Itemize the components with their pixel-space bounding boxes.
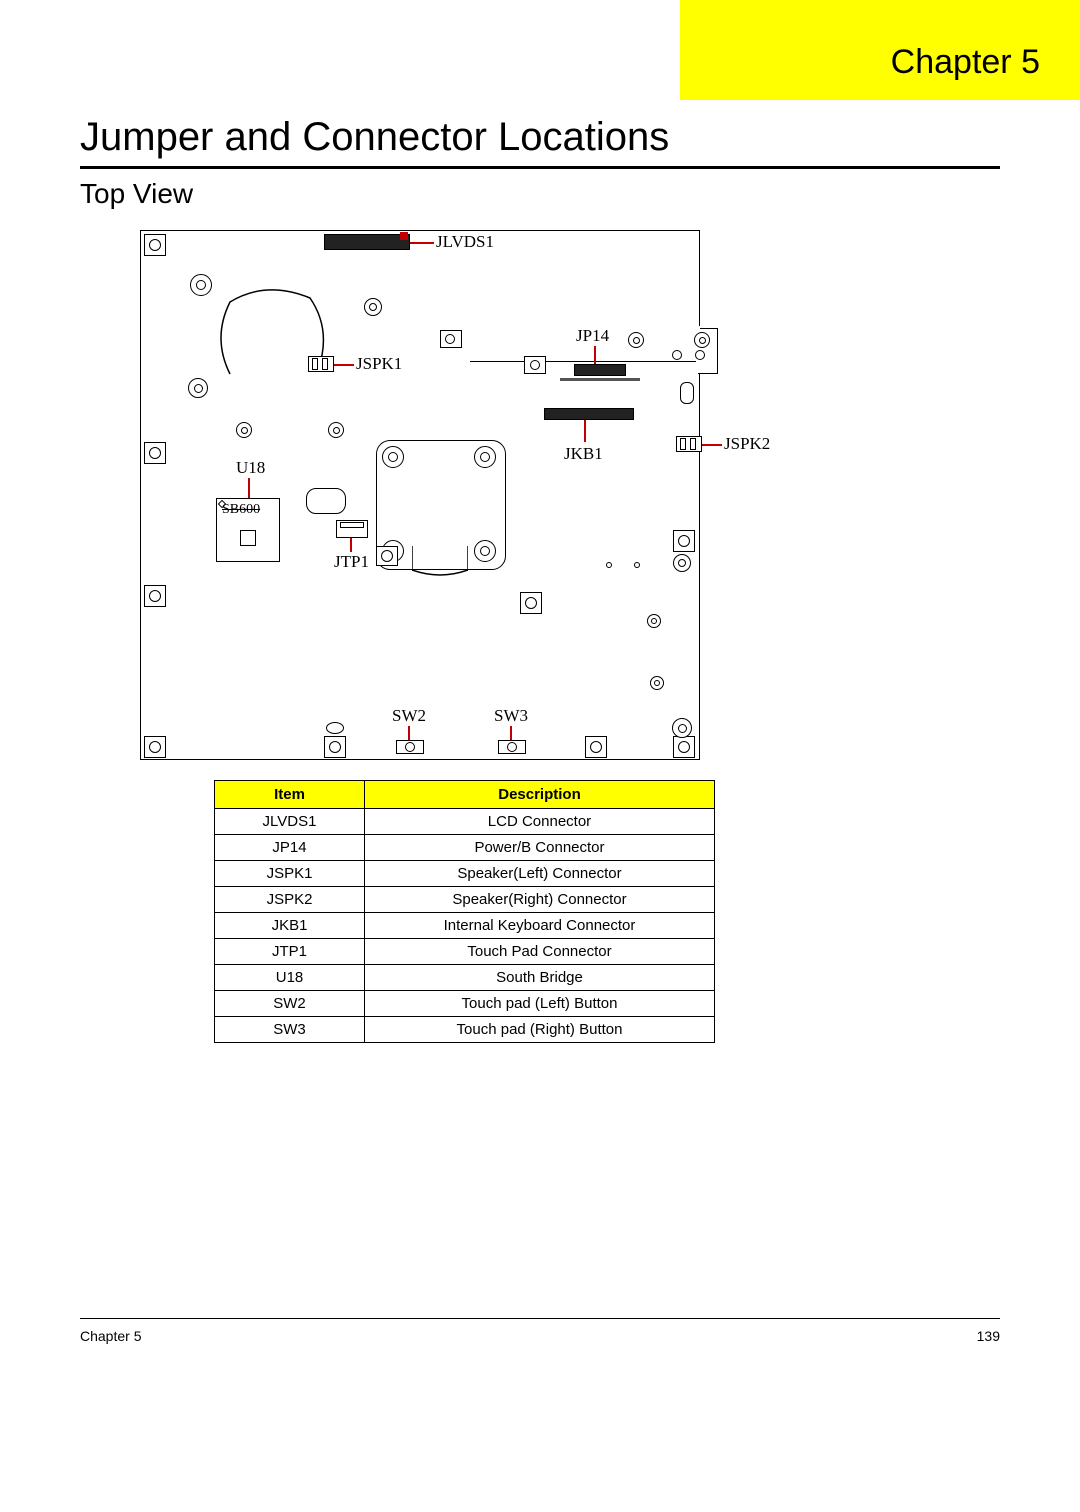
- table-row: SW2Touch pad (Left) Button: [215, 991, 715, 1017]
- callout-jspk1: JSPK1: [356, 354, 402, 374]
- cell: Touch Pad Connector: [365, 939, 715, 965]
- cell: South Bridge: [365, 965, 715, 991]
- table-row: JKB1Internal Keyboard Connector: [215, 913, 715, 939]
- table-row: SW3Touch pad (Right) Button: [215, 1017, 715, 1043]
- cell: SW2: [215, 991, 365, 1017]
- footer-rule: [80, 1318, 1000, 1319]
- section-title: Top View: [80, 178, 193, 210]
- footer-page-number: 139: [977, 1328, 1000, 1344]
- cell: JKB1: [215, 913, 365, 939]
- cell: LCD Connector: [365, 809, 715, 835]
- cell: Internal Keyboard Connector: [365, 913, 715, 939]
- table-row: JP14Power/B Connector: [215, 835, 715, 861]
- callout-jspk2: JSPK2: [724, 434, 770, 454]
- title-rule: [80, 166, 1000, 169]
- cell: Touch pad (Right) Button: [365, 1017, 715, 1043]
- callout-sw2: SW2: [392, 706, 426, 726]
- callout-u18: U18: [236, 458, 265, 478]
- table-row: U18South Bridge: [215, 965, 715, 991]
- page-title: Jumper and Connector Locations: [80, 115, 669, 160]
- connector-table: Item Description JLVDS1LCD Connector JP1…: [214, 780, 715, 1043]
- callout-jtp1: JTP1: [334, 552, 369, 572]
- callout-jlvds1: JLVDS1: [436, 232, 494, 252]
- table-row: JSPK1Speaker(Left) Connector: [215, 861, 715, 887]
- col-item: Item: [215, 781, 365, 809]
- cell: Touch pad (Left) Button: [365, 991, 715, 1017]
- table-row: JLVDS1LCD Connector: [215, 809, 715, 835]
- cell: JLVDS1: [215, 809, 365, 835]
- cell: U18: [215, 965, 365, 991]
- chapter-label: Chapter 5: [891, 43, 1040, 82]
- callout-sw3: SW3: [494, 706, 528, 726]
- cell: Speaker(Left) Connector: [365, 861, 715, 887]
- col-description: Description: [365, 781, 715, 809]
- table-row: JSPK2Speaker(Right) Connector: [215, 887, 715, 913]
- cell: Speaker(Right) Connector: [365, 887, 715, 913]
- cell: JTP1: [215, 939, 365, 965]
- chapter-banner: Chapter 5: [680, 0, 1080, 100]
- table-row: JTP1Touch Pad Connector: [215, 939, 715, 965]
- chip-u18-text: SB600: [222, 502, 260, 518]
- callout-jp14: JP14: [576, 326, 609, 346]
- cell: JSPK2: [215, 887, 365, 913]
- footer-chapter: Chapter 5: [80, 1328, 141, 1344]
- cell: Power/B Connector: [365, 835, 715, 861]
- board-diagram: JLVDS1 JP14 JSPK1 JSPK2 JKB1 SB600 U18 J…: [140, 230, 780, 760]
- cell: JP14: [215, 835, 365, 861]
- callout-jkb1: JKB1: [564, 444, 603, 464]
- table-header-row: Item Description: [215, 781, 715, 809]
- cell: JSPK1: [215, 861, 365, 887]
- cell: SW3: [215, 1017, 365, 1043]
